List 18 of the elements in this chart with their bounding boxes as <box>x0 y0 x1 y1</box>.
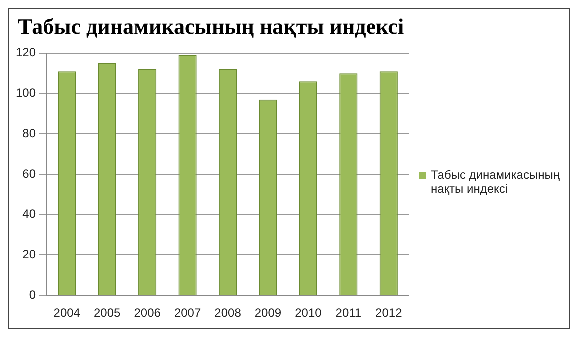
x-tick-label: 2004 <box>54 306 81 320</box>
y-tick-label: 80 <box>22 126 36 140</box>
y-tick-label: 40 <box>22 207 36 222</box>
x-tick-label: 2005 <box>94 306 122 320</box>
x-tick-label: 2007 <box>174 306 202 320</box>
x-tick-label: 2008 <box>214 306 242 320</box>
y-tick-label: 120 <box>16 46 36 60</box>
y-tick-label: 60 <box>22 166 36 181</box>
x-tick-label: 2009 <box>254 306 282 320</box>
y-tick-label: 100 <box>16 86 36 100</box>
legend-label: Табыс динамикасының нақты индексі <box>431 168 561 196</box>
y-tick-label: 0 <box>29 288 36 302</box>
x-tick-label: 2006 <box>134 306 162 320</box>
chart-title: Табыс динамикасының нақты индексі <box>18 14 404 39</box>
y-tick-label: 20 <box>22 248 36 262</box>
x-tick-label: 2011 <box>336 306 362 320</box>
x-tick-label: 2012 <box>376 306 403 320</box>
x-tick-label: 2010 <box>295 306 322 320</box>
